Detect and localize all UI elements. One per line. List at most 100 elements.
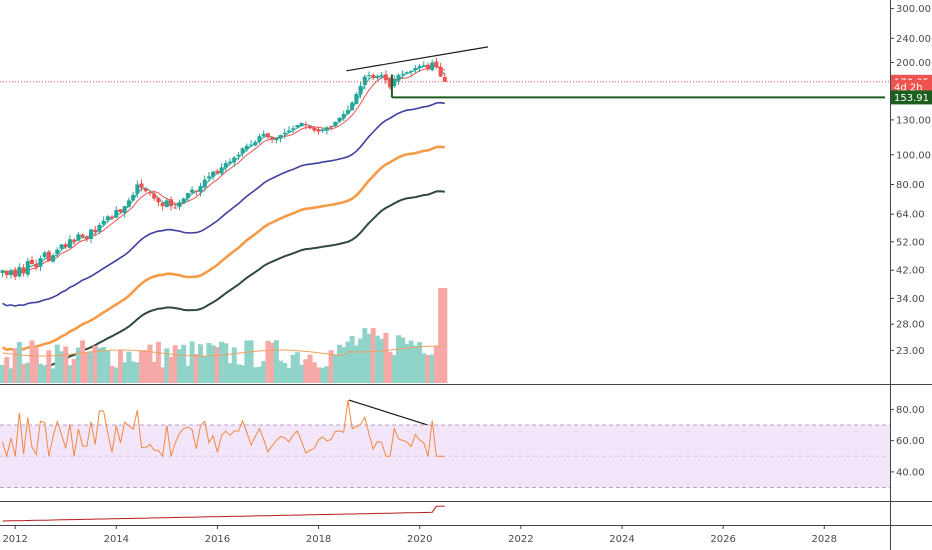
volume-bar bbox=[408, 340, 414, 383]
volume-bar bbox=[117, 350, 123, 383]
candle-body bbox=[143, 188, 148, 192]
candle-body bbox=[345, 110, 350, 114]
volume-bar bbox=[370, 328, 376, 383]
volume-bar bbox=[105, 351, 111, 383]
price-tick-label: 64.00 bbox=[896, 210, 925, 221]
candle-body bbox=[51, 255, 56, 262]
candle-body bbox=[396, 75, 401, 81]
volume-bar bbox=[176, 349, 182, 383]
candle-body bbox=[55, 249, 60, 255]
volume-bar bbox=[139, 350, 145, 383]
volume-bar bbox=[92, 345, 98, 383]
price-tick-label: 130.00 bbox=[896, 115, 931, 126]
volume-bar bbox=[210, 345, 216, 383]
candle-body bbox=[291, 128, 296, 130]
volume-bar bbox=[185, 365, 191, 383]
candle-body bbox=[434, 61, 439, 68]
candle-body bbox=[286, 130, 291, 133]
candle-body bbox=[362, 76, 367, 86]
candle-body bbox=[181, 198, 186, 203]
candle-body bbox=[417, 65, 422, 68]
volume-bar bbox=[50, 368, 56, 383]
volume-bar bbox=[202, 356, 208, 383]
candle-body bbox=[240, 148, 245, 154]
price-tick-label: 52.00 bbox=[896, 237, 925, 248]
candle-body bbox=[257, 136, 262, 142]
volume-bar bbox=[113, 367, 119, 383]
candle-body bbox=[76, 234, 81, 241]
candle-body bbox=[80, 234, 85, 237]
volume-bar bbox=[227, 363, 233, 383]
candle-body bbox=[295, 125, 300, 128]
candle-body bbox=[118, 209, 123, 213]
volume-bar bbox=[315, 367, 321, 383]
volume-bar bbox=[219, 341, 225, 383]
volume-bar bbox=[122, 362, 128, 383]
candle-body bbox=[270, 137, 275, 140]
volume-bar bbox=[29, 340, 35, 383]
volume-bar bbox=[223, 343, 229, 383]
time-tick-label: 2014 bbox=[104, 534, 129, 545]
candle-body bbox=[236, 154, 241, 157]
candle-body bbox=[278, 135, 283, 139]
volume-pane bbox=[0, 288, 448, 383]
candle-body bbox=[425, 64, 430, 70]
candle-body bbox=[375, 76, 380, 79]
volume-bar bbox=[421, 353, 427, 383]
candle-body bbox=[21, 267, 26, 274]
volume-bar bbox=[286, 368, 292, 383]
volume-bar bbox=[193, 353, 199, 383]
volume-bar bbox=[248, 340, 254, 383]
price-tick-label: 23.00 bbox=[896, 346, 925, 357]
volume-bar bbox=[181, 344, 187, 383]
candle-body bbox=[131, 194, 136, 201]
candle-body bbox=[324, 127, 329, 131]
candle-body bbox=[160, 202, 165, 207]
obv-pane[interactable] bbox=[2, 505, 445, 522]
volume-bar bbox=[332, 354, 338, 383]
volume-bar bbox=[126, 351, 132, 383]
price-tick-label: 240.00 bbox=[896, 34, 931, 45]
candle-body bbox=[25, 261, 30, 275]
candle-body bbox=[169, 199, 174, 207]
volume-bar bbox=[21, 363, 27, 383]
time-tick-label: 2020 bbox=[407, 534, 432, 545]
candle-body bbox=[152, 193, 157, 199]
candle-body bbox=[282, 132, 287, 135]
price-tick-label: 34.00 bbox=[896, 294, 925, 305]
ma-mid-line bbox=[2, 65, 446, 274]
candle-body bbox=[88, 229, 93, 239]
volume-bar bbox=[429, 354, 435, 383]
volume-bar bbox=[84, 352, 90, 383]
candle-body bbox=[274, 138, 279, 141]
volume-bar bbox=[387, 351, 393, 383]
volume-bar bbox=[8, 368, 14, 383]
volume-bar bbox=[425, 355, 431, 383]
candle-body bbox=[122, 206, 127, 214]
price-pane[interactable] bbox=[0, 46, 890, 373]
volume-bar bbox=[198, 344, 204, 383]
candle-body bbox=[38, 258, 43, 267]
candle-body bbox=[219, 167, 224, 174]
time-tick-label: 2016 bbox=[205, 534, 230, 545]
rsi-pane[interactable] bbox=[0, 399, 890, 489]
candle-body bbox=[93, 229, 98, 232]
volume-bar bbox=[67, 365, 73, 383]
volume-bar bbox=[391, 355, 397, 383]
candle-body bbox=[388, 79, 393, 88]
volume-bar bbox=[265, 340, 271, 383]
price-tag-label: 153.91 bbox=[894, 93, 929, 104]
volume-bar bbox=[96, 347, 102, 383]
candle-body bbox=[110, 216, 115, 219]
volume-bar bbox=[130, 361, 136, 383]
candle-body bbox=[164, 200, 169, 208]
time-tick-label: 2028 bbox=[812, 534, 837, 545]
volume-bar bbox=[134, 362, 140, 383]
volume-bar bbox=[324, 366, 330, 383]
candle-body bbox=[156, 198, 161, 203]
candle-body bbox=[84, 236, 89, 240]
candle-body bbox=[354, 93, 359, 104]
volume-bar bbox=[71, 359, 77, 383]
volume-bar bbox=[269, 342, 275, 383]
